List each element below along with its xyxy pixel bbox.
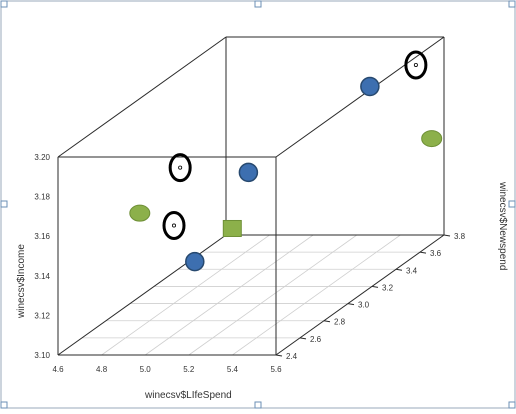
data-point — [238, 162, 259, 183]
y-tick-label: 2.4 — [286, 352, 298, 361]
x-axis-title: winecsv$LIfeSpend — [144, 390, 232, 401]
floor-gridline — [144, 234, 314, 356]
y-tick-mark — [419, 251, 427, 254]
x-tick-label: 5.0 — [140, 365, 152, 374]
ring-center-dot — [413, 62, 418, 67]
floor-gridline — [232, 234, 401, 356]
data-point — [168, 153, 192, 183]
data-point — [222, 219, 242, 237]
y-tick-mark — [299, 337, 307, 340]
floor-gridline — [188, 234, 358, 356]
resize-handle[interactable] — [254, 401, 262, 409]
box-edge — [275, 234, 445, 356]
data-point — [162, 211, 186, 241]
y-tick-label: 3.4 — [406, 266, 418, 275]
ring-center-dot — [171, 223, 176, 228]
x-tick-label: 5.6 — [270, 365, 282, 374]
data-point — [185, 251, 205, 272]
z-tick-label: 3.18 — [34, 193, 50, 202]
y-tick-mark — [275, 354, 283, 357]
data-point — [421, 130, 443, 148]
y-tick-label: 2.6 — [310, 335, 322, 344]
y-tick-mark — [395, 268, 403, 271]
y-tick-mark — [347, 303, 355, 306]
resize-handle[interactable] — [0, 401, 8, 409]
y-tick-mark — [371, 285, 379, 288]
data-point — [360, 76, 380, 97]
z-tick-label: 3.20 — [34, 153, 50, 162]
z-tick-label: 3.16 — [34, 232, 50, 241]
y-tick-label: 2.8 — [334, 318, 346, 327]
floor-gridline — [101, 234, 270, 356]
box-edge — [57, 234, 227, 356]
ring-center-dot — [178, 165, 183, 170]
data-point — [129, 204, 151, 222]
resize-handle[interactable] — [0, 0, 8, 8]
resize-handle[interactable] — [508, 401, 516, 409]
y-tick-label: 3.8 — [454, 232, 466, 241]
y-tick-label: 3.0 — [358, 301, 370, 310]
y-tick-label: 3.2 — [382, 283, 394, 292]
y-tick-mark — [323, 320, 331, 323]
y-axis-title: winecsv$Newspend — [497, 181, 508, 270]
z-tick-label: 3.10 — [34, 351, 50, 360]
data-point — [404, 50, 428, 80]
y-tick-label: 3.6 — [430, 249, 442, 258]
x-tick-label: 5.4 — [227, 365, 239, 374]
tick-labels: 4.6 4.8 5.0 5.2 5.4 5.6 3.10 3.12 3.14 3.16 3.18 3.… — [34, 153, 465, 374]
resize-handle[interactable] — [254, 0, 262, 8]
resize-handle[interactable] — [508, 200, 516, 208]
x-tick-label: 4.8 — [96, 365, 108, 374]
box-edges — [57, 36, 445, 356]
z-tick-label: 3.14 — [34, 272, 50, 281]
box-edge — [275, 36, 445, 158]
data-points — [129, 50, 443, 272]
x-tick-label: 5.2 — [183, 365, 195, 374]
z-axis-title: winecsv$Income — [16, 244, 27, 319]
resize-handle[interactable] — [0, 200, 8, 208]
x-tick-label: 4.6 — [52, 365, 64, 374]
y-tick-mark — [443, 234, 451, 237]
z-tick-label: 3.12 — [34, 311, 50, 320]
gridlines — [82, 234, 420, 356]
resize-handle[interactable] — [508, 0, 516, 8]
box-edge — [57, 36, 227, 158]
